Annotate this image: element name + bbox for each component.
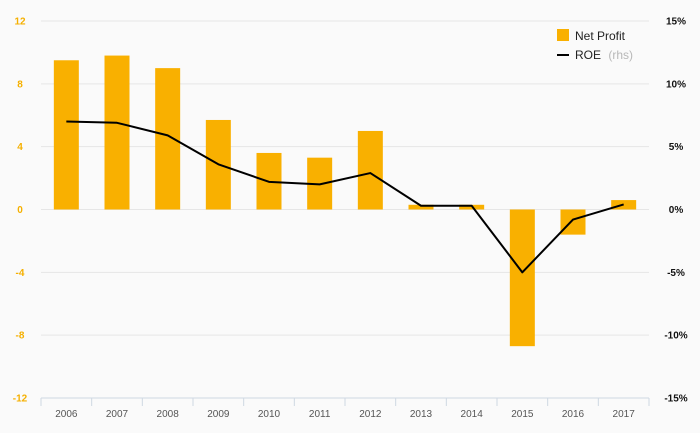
bar-net-profit: [408, 204, 434, 210]
roe-line-group: [66, 120, 624, 274]
bar-net-profit: [560, 209, 586, 235]
x-tick-label: 2006: [55, 409, 78, 420]
legend: Net Profit ROE (rhs): [557, 29, 633, 62]
x-tick-label: 2015: [511, 409, 534, 420]
legend-label-net-profit: Net Profit: [575, 29, 626, 43]
right-tick-label: -10%: [664, 331, 687, 342]
left-tick-label: 8: [17, 79, 23, 90]
right-tick-label: 5%: [669, 142, 684, 153]
x-tick-label: 2010: [258, 409, 281, 420]
x-tick-label: 2011: [309, 409, 331, 420]
axes: 12 8 4 0 -4 -8 -12 15% 10% 5% 0% -5% -10% -15% 2006 200…: [13, 17, 688, 421]
left-tick-label: -12: [13, 394, 28, 405]
x-tick-label: 2008: [157, 409, 180, 420]
bar-net-profit: [155, 68, 181, 210]
right-tick-label: -5%: [667, 268, 685, 279]
legend-label-roe-suffix: (rhs): [608, 48, 633, 62]
legend-swatch-net-profit: [557, 29, 569, 41]
x-tick-label: 2009: [207, 409, 230, 420]
roe-line: [66, 120, 624, 274]
x-tick-label: 2016: [562, 409, 585, 420]
left-tick-label: 0: [17, 205, 23, 216]
legend-label-roe-main: ROE: [575, 48, 601, 62]
right-tick-label: 10%: [666, 79, 686, 90]
x-tick-label: 2012: [359, 409, 382, 420]
gridlines: [41, 20, 649, 336]
bar-net-profit: [509, 209, 535, 347]
legend-label-roe: ROE (rhs): [575, 48, 633, 62]
bar-net-profit: [53, 60, 79, 210]
x-tick-label: 2017: [613, 409, 636, 420]
x-tick-label: 2013: [410, 409, 433, 420]
bar-net-profit: [104, 55, 130, 210]
x-tick-label: 2007: [106, 409, 129, 420]
left-tick-label: -8: [16, 331, 25, 342]
left-tick-label: -4: [16, 268, 25, 279]
right-tick-label: -15%: [664, 394, 687, 405]
left-tick-label: 4: [17, 142, 23, 153]
right-tick-label: 15%: [666, 17, 686, 28]
left-tick-label: 12: [14, 17, 26, 28]
right-tick-label: 0%: [669, 205, 684, 216]
x-tick-label: 2014: [461, 409, 484, 420]
net-profit-bars: [53, 55, 637, 347]
bar-net-profit: [357, 130, 383, 210]
